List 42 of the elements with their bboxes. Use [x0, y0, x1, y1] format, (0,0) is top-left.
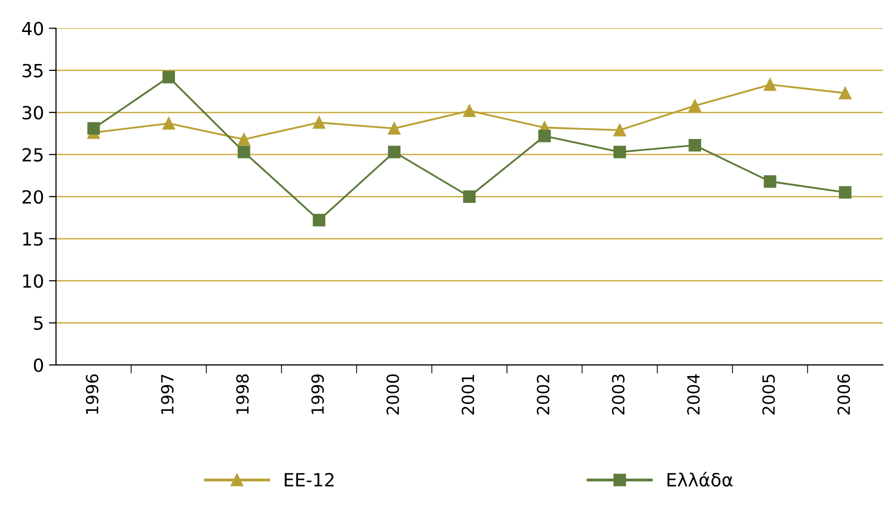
point: [238, 146, 250, 158]
y-tick-label: 30: [22, 106, 43, 120]
point: [613, 124, 626, 136]
x-tick-label: 1998: [236, 374, 249, 414]
y-tick-label: 35: [22, 64, 43, 78]
point: [87, 122, 100, 135]
x-tick-label: 2002: [536, 374, 550, 414]
y-tick-label: 15: [23, 232, 43, 246]
y-tick-label: 10: [23, 274, 43, 288]
point: [162, 70, 175, 84]
x-tick-label: 2000: [386, 374, 400, 414]
y-tick-label: 0: [34, 358, 43, 372]
point: [162, 117, 175, 130]
x-tick-label: 2003: [612, 374, 625, 414]
x-tick-label: 1996: [86, 374, 98, 414]
point: [838, 186, 852, 199]
y-tick-label: 25: [22, 148, 43, 162]
x-tick-label: 2005: [762, 374, 775, 414]
point: [538, 130, 551, 142]
x-tick-label: 2001: [462, 374, 474, 414]
legend-label: ΕΕ-12: [284, 472, 334, 486]
point: [688, 99, 702, 112]
y-tick-label: 5: [34, 316, 43, 330]
x-tick-label: 1997: [160, 374, 174, 414]
point: [463, 190, 476, 203]
point: [388, 146, 400, 158]
x-tick-label: 2006: [837, 374, 850, 414]
x-tick-label: 2004: [687, 374, 700, 414]
point: [312, 116, 326, 129]
point: [238, 133, 250, 146]
y-tick-label: 20: [22, 190, 43, 204]
point: [388, 122, 400, 135]
point: [764, 175, 776, 188]
point: [613, 146, 626, 158]
point: [312, 214, 326, 226]
point: [688, 139, 702, 152]
point: [463, 104, 476, 118]
point: [764, 78, 776, 91]
point: [838, 86, 852, 100]
legend-label: Ελλάδα: [668, 472, 733, 487]
x-tick-label: 1999: [311, 374, 324, 414]
y-tick-label: 40: [22, 22, 43, 36]
